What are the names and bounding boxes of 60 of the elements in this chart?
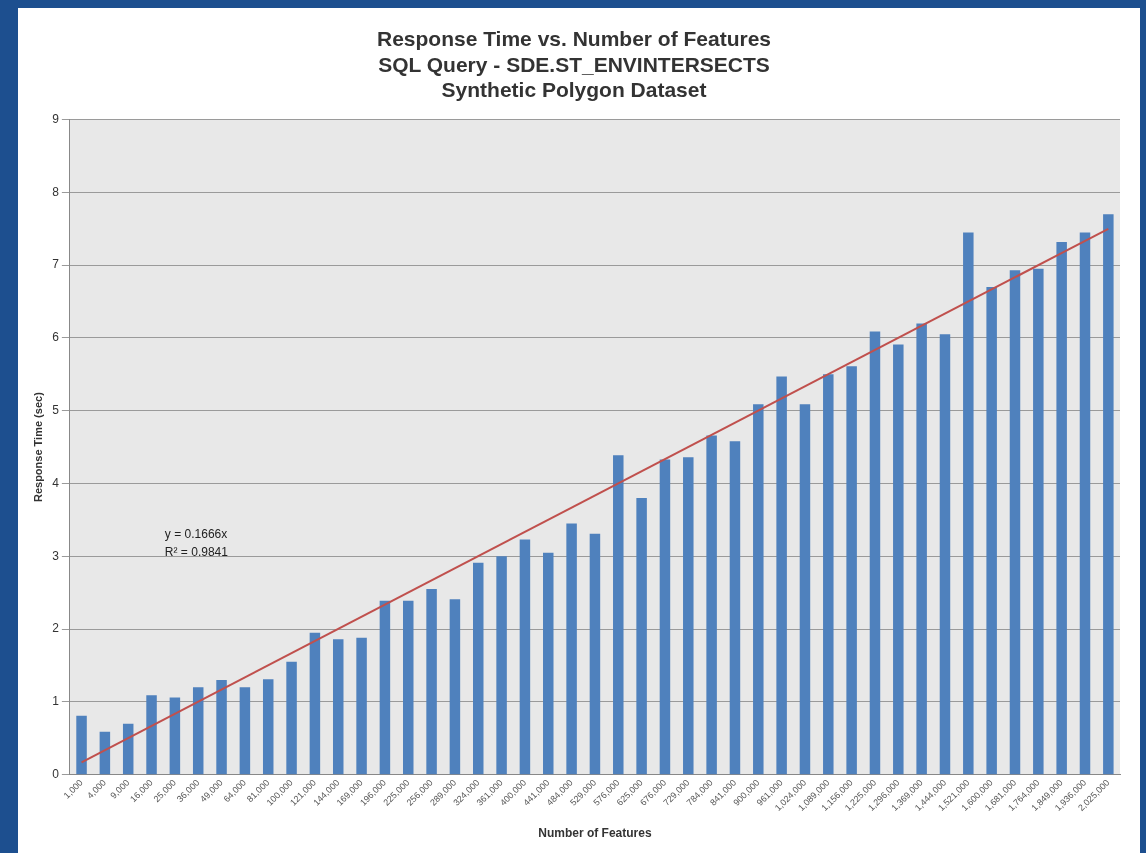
bar <box>216 680 227 775</box>
bar <box>473 562 484 775</box>
bar <box>1056 241 1067 775</box>
bar <box>823 374 834 775</box>
annotation: R² = 0.9841 <box>164 544 229 559</box>
bar <box>753 404 764 775</box>
bar <box>519 539 531 775</box>
bar <box>192 687 204 775</box>
bar <box>939 334 951 775</box>
bar <box>986 287 997 775</box>
bar <box>683 457 694 775</box>
bar <box>869 331 881 775</box>
y-tick-label: 8 <box>52 184 60 199</box>
bar <box>776 376 787 775</box>
bar <box>239 687 251 775</box>
y-axis-title: Response Time (sec) <box>31 391 44 503</box>
y-tick-label: 1 <box>52 694 60 709</box>
bar <box>426 589 437 775</box>
bar <box>146 695 157 775</box>
bar <box>893 344 904 775</box>
bar <box>659 459 671 775</box>
bar <box>1103 214 1114 775</box>
chart-title: Response Time vs. Number of Features <box>376 27 772 51</box>
bar <box>543 552 554 775</box>
bar <box>262 679 274 775</box>
bar <box>379 600 391 775</box>
bar <box>916 323 927 775</box>
bar <box>799 404 811 775</box>
bar <box>566 523 577 775</box>
bar <box>169 697 181 775</box>
annotation: y = 0.1666x <box>164 526 228 541</box>
y-tick-label: 4 <box>52 475 60 490</box>
y-tick-label: 9 <box>52 111 60 126</box>
bar <box>846 366 857 775</box>
bar <box>309 632 321 775</box>
bar <box>403 600 414 775</box>
bar <box>729 441 741 775</box>
bar <box>706 435 717 775</box>
y-tick-label: 6 <box>52 330 60 345</box>
y-tick-label: 3 <box>52 548 60 563</box>
bar <box>356 637 367 775</box>
bar <box>636 498 647 775</box>
bar <box>496 556 507 775</box>
bar <box>1033 268 1044 775</box>
bar <box>589 533 601 775</box>
bar <box>1079 232 1091 775</box>
bar <box>332 639 344 775</box>
bar <box>76 715 87 775</box>
bar <box>613 455 624 775</box>
bar <box>1009 270 1021 775</box>
x-axis-title: Number of Features <box>538 826 652 841</box>
y-tick-label: 0 <box>52 766 60 781</box>
bar <box>122 723 134 775</box>
y-tick-label: 2 <box>52 621 60 636</box>
bar <box>286 661 297 775</box>
bar <box>963 232 974 775</box>
y-tick-label: 7 <box>52 257 60 272</box>
y-tick-label: 5 <box>52 403 60 418</box>
bar <box>449 599 461 775</box>
chart-subtitle: SQL Query - SDE.ST_ENVINTERSECTS Synthetic Polygon Dataset <box>378 52 770 101</box>
